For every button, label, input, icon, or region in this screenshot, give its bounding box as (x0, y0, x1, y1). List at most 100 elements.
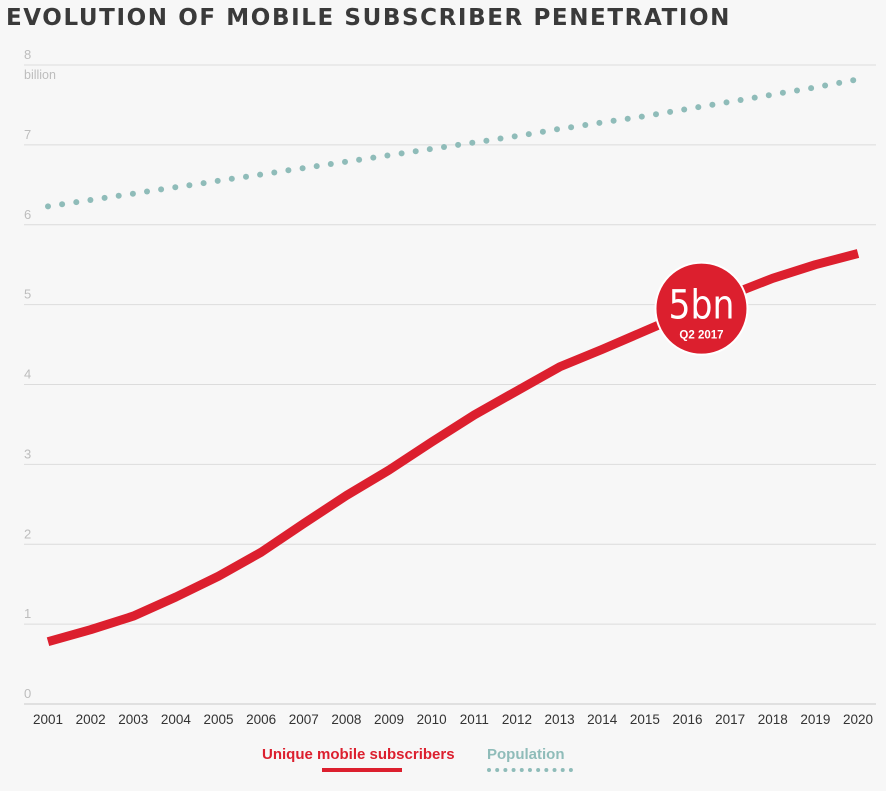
series-layer (45, 77, 860, 647)
y-axis-ticks: 0 1 2 3 4 5 6 7 8 (24, 47, 31, 701)
population-dot (271, 169, 278, 176)
x-axis-ticks: 2001 2002 2003 2004 2005 2006 2007 2008 2009 2010… (33, 712, 873, 727)
population-dot (723, 99, 730, 106)
population-dot (214, 177, 221, 184)
legend-label-subscribers: Unique mobile subscribers (262, 746, 455, 763)
x-tick-label-2016: 2016 (672, 712, 702, 727)
x-tick-label-2014: 2014 (587, 712, 618, 727)
annotation-label: Q2 2017 (679, 330, 723, 342)
population-dot (539, 128, 546, 135)
y-axis-unit-label: billion (24, 68, 56, 82)
population-dot (568, 124, 575, 131)
y-tick-label-4: 4 (24, 367, 31, 382)
series-1 (45, 77, 857, 210)
population-dot (356, 156, 363, 163)
population-dot (243, 173, 249, 180)
population-dot (45, 203, 51, 210)
x-tick-label-2009: 2009 (374, 712, 404, 727)
x-tick-label-2019: 2019 (800, 712, 830, 727)
population-dot (554, 126, 560, 133)
y-tick-label-0: 0 (24, 686, 31, 701)
y-tick-label-7: 7 (24, 127, 31, 142)
gridlines (24, 64, 876, 705)
population-dot (794, 87, 800, 94)
population-dot (73, 199, 80, 206)
population-dot (144, 188, 150, 195)
x-tick-label-2008: 2008 (331, 712, 361, 727)
population-dot (285, 167, 292, 174)
annotation-bubble (654, 261, 749, 356)
population-dot (822, 82, 829, 89)
population-dot (667, 108, 674, 115)
population-dot (186, 182, 193, 189)
y-tick-label-1: 1 (24, 606, 31, 621)
y-tick-label-8: 8 (24, 47, 31, 62)
population-dot (342, 158, 348, 165)
population-dot (525, 131, 532, 138)
legend-label-population: Population (487, 746, 565, 763)
population-dot (596, 119, 603, 126)
population-dot (59, 201, 66, 208)
population-dot (624, 115, 631, 122)
y-tick-label-3: 3 (24, 446, 31, 461)
population-dot (129, 190, 136, 197)
x-tick-label-2003: 2003 (118, 712, 148, 727)
population-dot (483, 137, 490, 144)
x-tick-label-2007: 2007 (289, 712, 319, 727)
population-dot (808, 85, 815, 92)
x-tick-label-2006: 2006 (246, 712, 276, 727)
legend-swatch-subscribers (322, 768, 402, 772)
x-tick-label-2005: 2005 (204, 712, 234, 727)
y-tick-label-2: 2 (24, 526, 31, 541)
population-dot (497, 135, 504, 142)
x-tick-label-2010: 2010 (417, 712, 447, 727)
population-dot (455, 141, 462, 148)
population-dot (115, 192, 122, 199)
population-dot (638, 113, 645, 120)
population-dot (200, 180, 207, 187)
y-tick-label-6: 6 (24, 207, 31, 222)
population-dot (158, 186, 165, 193)
x-tick-label-2020: 2020 (843, 712, 873, 727)
chart-title: EVOLUTION OF MOBILE SUBSCRIBER PENETRATI… (6, 5, 732, 31)
x-tick-label-2011: 2011 (460, 712, 489, 727)
legend-item-population: Population (487, 746, 573, 776)
population-dot (384, 152, 391, 159)
population-dot (172, 184, 179, 191)
y-tick-label-5: 5 (24, 287, 31, 302)
x-tick-label-2015: 2015 (630, 712, 660, 727)
population-dot (441, 144, 447, 150)
population-dot (836, 79, 843, 86)
population-dot (257, 171, 264, 178)
population-dot (695, 104, 702, 111)
population-dot (228, 175, 235, 182)
population-dot (765, 92, 772, 99)
annotation-value: 5bn (668, 283, 734, 329)
legend: Unique mobile subscribers Population (0, 746, 886, 786)
x-tick-label-2012: 2012 (502, 712, 532, 727)
population-dot (582, 122, 589, 128)
population-dot (101, 194, 108, 201)
population-dot (737, 97, 744, 103)
population-dot (299, 165, 306, 172)
population-dot (426, 146, 433, 153)
population-dot (412, 148, 419, 155)
population-dot (327, 161, 334, 167)
x-tick-label-2004: 2004 (161, 712, 192, 727)
population-dot (511, 133, 518, 140)
population-dot (779, 89, 786, 96)
population-dot (313, 163, 320, 170)
population-dot (398, 150, 405, 157)
population-dot (469, 139, 476, 146)
population-dot (610, 117, 617, 124)
population-dot (850, 77, 857, 84)
legend-item-subscribers: Unique mobile subscribers (262, 746, 455, 772)
x-tick-label-2013: 2013 (545, 712, 575, 727)
x-tick-label-2017: 2017 (715, 712, 745, 727)
population-dot (751, 94, 758, 101)
x-tick-label-2002: 2002 (76, 712, 106, 727)
population-dot (709, 101, 716, 108)
population-dot (87, 197, 94, 203)
population-dot (681, 106, 688, 113)
